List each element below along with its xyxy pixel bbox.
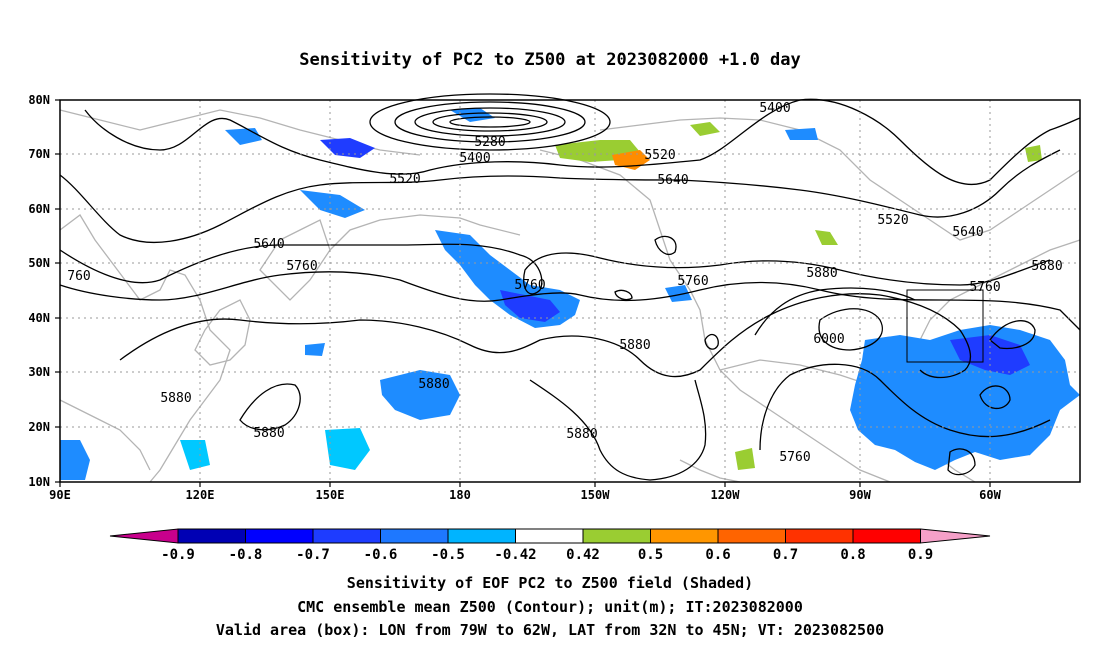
caption-line-1: Sensitivity of EOF PC2 to Z500 field (Sh… — [346, 574, 754, 592]
contour-label: 5880 — [1031, 259, 1062, 274]
lon-label-150e: 150E — [316, 488, 345, 502]
colorbar-low-arrow — [109, 528, 179, 544]
contour-label: 5760 — [514, 278, 545, 293]
contour-label: 5640 — [952, 225, 983, 240]
colorbar-label: -0.5 — [431, 547, 465, 563]
negative-sensitivity-area — [450, 108, 495, 122]
negative-sensitivity-core — [950, 335, 1030, 375]
lat-label-80n: 80N — [28, 93, 50, 107]
contour-label: 5400 — [759, 101, 790, 116]
lat-label-50n: 50N — [28, 256, 50, 270]
colorbar-label: 0.6 — [705, 547, 730, 563]
caption-line-3: Valid area (box): LON from 79W to 62W, L… — [215, 621, 885, 639]
negative-sensitivity-area — [665, 285, 692, 302]
contour-label: 5760 — [286, 259, 317, 274]
colorbar-label: 0.9 — [908, 547, 933, 563]
colorbar-segment — [245, 528, 314, 544]
colorbar-segment — [380, 528, 449, 544]
lat-label-60n: 60N — [28, 202, 50, 216]
colorbar-segment — [785, 528, 854, 544]
colorbar-label: 0.42 — [566, 547, 600, 563]
caption-line-2: CMC ensemble mean Z500 (Contour); unit(m… — [297, 598, 803, 616]
negative-sensitivity-area — [380, 370, 460, 420]
lat-label-70n: 70N — [28, 147, 50, 161]
colorbar-segment — [515, 528, 584, 544]
contour-label: 5520 — [877, 213, 908, 228]
negative-sensitivity-area — [320, 138, 375, 158]
latitude-labels: 80N 70N 60N 50N 40N 30N 20N 10N — [28, 93, 50, 489]
contour-label: 5880 — [806, 266, 837, 281]
contour-label: 5520 — [644, 148, 675, 163]
negative-sensitivity-area — [325, 428, 370, 470]
lon-label-90e: 90E — [49, 488, 71, 502]
valid-area-box — [906, 289, 984, 363]
colorbar-segment — [650, 528, 719, 544]
colorbar-segment — [177, 528, 246, 544]
z500-contours — [59, 93, 1081, 481]
contour-label: 5880 — [619, 338, 650, 353]
contour-label: 5400 — [459, 151, 490, 166]
contour-label: 5880 — [566, 427, 597, 442]
negative-sensitivity-area — [785, 128, 818, 140]
contour-label: 5280 — [474, 135, 505, 150]
colorbar-label: 0.5 — [638, 547, 663, 563]
colorbar-label: -0.6 — [364, 547, 398, 563]
axis-ticks — [55, 99, 991, 487]
contour-label: 5760 — [677, 274, 708, 289]
lon-label-150w: 150W — [581, 488, 611, 502]
contour-label: 760 — [67, 269, 90, 284]
lat-label-20n: 20N — [28, 420, 50, 434]
colorbar-segment — [852, 528, 921, 544]
contour-label: 5760 — [969, 280, 1000, 295]
colorbar-label: -0.42 — [494, 547, 536, 563]
longitude-labels: 90E 120E 150E 180 150W 120W 90W 60W — [49, 488, 1001, 502]
contour-label: 5880 — [253, 426, 284, 441]
lat-label-30n: 30N — [28, 365, 50, 379]
map-title: Sensitivity of PC2 to Z500 at 2023082000… — [299, 50, 801, 70]
lat-label-10n: 10N — [28, 475, 50, 489]
negative-sensitivity-area — [300, 190, 365, 218]
colorbar-label: -0.9 — [161, 547, 195, 563]
graticule — [60, 100, 1080, 482]
lon-label-120e: 120E — [186, 488, 215, 502]
colorbar-label: -0.7 — [296, 547, 330, 563]
contour-label: 5880 — [418, 377, 449, 392]
contour-label: 6000 — [813, 332, 844, 347]
negative-sensitivity-area — [60, 440, 90, 480]
colorbar-labels: -0.9 -0.8 -0.7 -0.6 -0.5 -0.42 0.42 0.5 … — [161, 547, 933, 563]
sensitivity-shading — [60, 108, 1080, 480]
colorbar-high-arrow — [920, 528, 991, 544]
negative-sensitivity-area — [180, 440, 210, 470]
contour-label: 5880 — [160, 391, 191, 406]
positive-sensitivity-area — [735, 448, 755, 470]
positive-sensitivity-area — [815, 230, 838, 245]
contour-labels: 5400 5280 5400 5520 5640 5520 5640 5760 … — [67, 101, 1062, 465]
colorbar — [109, 528, 991, 544]
colorbar-label: 0.8 — [840, 547, 865, 563]
map-frame — [59, 99, 1081, 483]
contour-label: 5520 — [389, 172, 420, 187]
lon-label-180: 180 — [449, 488, 471, 502]
contour-label: 5640 — [253, 237, 284, 252]
lat-label-40n: 40N — [28, 311, 50, 325]
lon-label-120w: 120W — [711, 488, 741, 502]
lon-label-90w: 90W — [849, 488, 871, 502]
lon-label-60w: 60W — [979, 488, 1001, 502]
negative-sensitivity-area — [305, 343, 325, 356]
contour-label: 5760 — [779, 450, 810, 465]
colorbar-segment — [312, 528, 381, 544]
colorbar-label: -0.8 — [229, 547, 263, 563]
colorbar-label: 0.7 — [773, 547, 798, 563]
negative-sensitivity-area — [225, 128, 262, 145]
positive-sensitivity-area — [690, 122, 720, 136]
colorbar-segment — [582, 528, 651, 544]
colorbar-segment — [717, 528, 786, 544]
colorbar-segment — [447, 528, 516, 544]
contour-label: 5640 — [657, 173, 688, 188]
